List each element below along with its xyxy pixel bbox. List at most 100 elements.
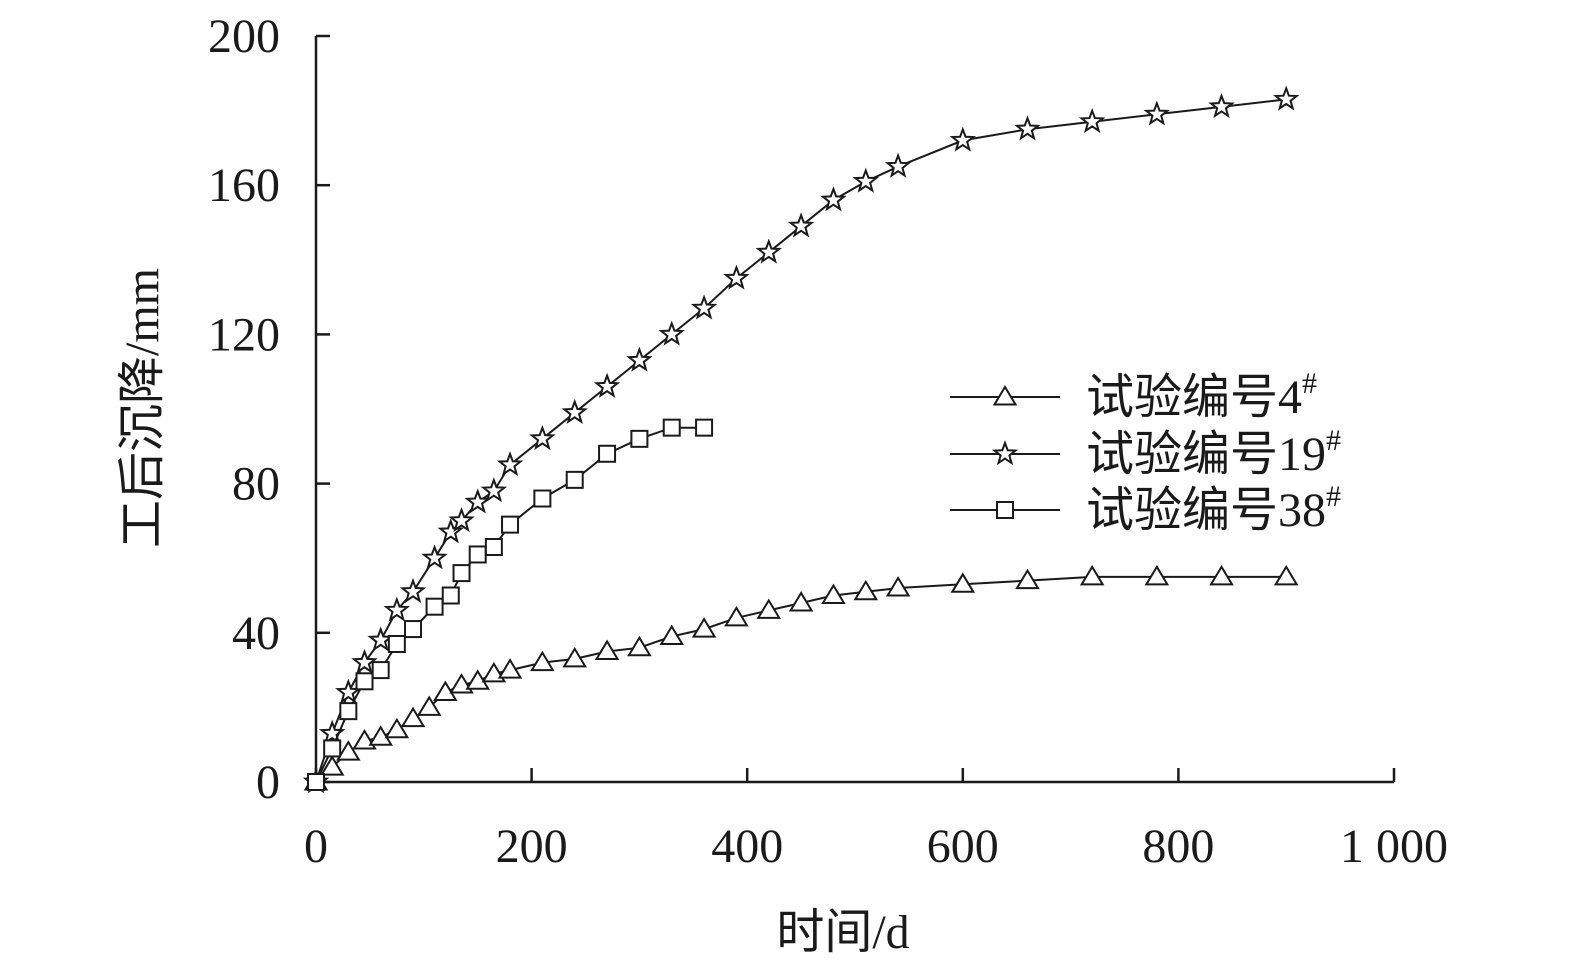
series-38-point [630, 429, 649, 448]
legend-label: 试验编号19# [1086, 424, 1341, 481]
series-19-point [529, 424, 556, 451]
series-38-point [339, 702, 358, 721]
series-4-point [627, 635, 652, 657]
series-19-point [480, 477, 508, 503]
series-4-point [756, 598, 782, 619]
series-4-point [530, 650, 555, 672]
series-19-point [399, 577, 427, 603]
series-38-point [468, 545, 487, 564]
y-tick-label: 40 [232, 607, 280, 660]
series-38 [307, 418, 714, 791]
series-38-point [533, 489, 552, 508]
series-19-point [351, 648, 378, 674]
legend-label: 试验编号4# [1086, 367, 1317, 424]
series-38-point [425, 597, 444, 616]
axes: 0 200 400 600 800 1 000 0 40 80 120 160 200 [208, 10, 1448, 873]
legend-label-superscript: # [1302, 367, 1317, 400]
legend-label: 试验编号38# [1086, 480, 1341, 537]
series-4-point [416, 695, 442, 716]
series-4-point [1209, 564, 1234, 586]
series-19-point [593, 372, 621, 398]
series-4-point [336, 740, 361, 761]
series-38-point [565, 470, 584, 489]
series-19 [302, 85, 1300, 794]
series-38-point [355, 672, 374, 691]
series-38-point [501, 515, 520, 534]
legend-label-superscript: # [1326, 480, 1341, 513]
series-4-point [1273, 564, 1299, 586]
series-19-point [1143, 100, 1171, 126]
series-4-point [1079, 564, 1105, 586]
series-4-point [724, 605, 749, 627]
y-tick-label: 80 [232, 458, 280, 511]
x-tick-label: 200 [496, 820, 568, 873]
x-tick-label: 0 [304, 820, 328, 873]
series-4-point [788, 591, 814, 612]
series-4-point [562, 646, 587, 668]
y-tick-label: 200 [208, 10, 280, 63]
series-19-point [1273, 85, 1300, 111]
series-38-point [404, 620, 423, 639]
x-tick-label: 800 [1142, 820, 1214, 873]
series-4 [303, 564, 1299, 791]
series-4-point [1015, 568, 1040, 590]
x-tick-label: 600 [927, 820, 999, 873]
series-19-point [658, 320, 685, 346]
y-tick-label: 0 [256, 756, 280, 809]
series-19-point [1208, 92, 1235, 119]
series-19-point [464, 488, 491, 514]
series-4-point [950, 572, 976, 593]
series-19-point [383, 596, 411, 622]
legend-label-superscript: # [1326, 424, 1341, 457]
series-4-point [853, 579, 879, 601]
series-19-point [421, 544, 448, 570]
y-tick-label: 160 [208, 159, 280, 212]
series-19-point [755, 238, 782, 264]
legend-label-text: 试验编号38 [1086, 484, 1326, 537]
series-layer [302, 85, 1300, 794]
series-19-point [448, 507, 475, 533]
series-4-point [433, 680, 458, 701]
series-4-point [691, 617, 717, 638]
x-axis-label: 时间/d [776, 906, 909, 959]
series-38-point [371, 661, 390, 680]
y-axis-label: 工后沉降/mm [116, 268, 169, 548]
legend-marker [992, 385, 1018, 406]
series-19-point [626, 346, 653, 372]
series-19-point [1014, 115, 1041, 141]
series-4-point [400, 706, 426, 728]
series-4-point [319, 755, 345, 776]
series-4-point [368, 725, 393, 746]
series-19-point [820, 186, 847, 212]
series-19-point [1078, 107, 1106, 134]
legend-item-series-38: 试验编号38# [950, 480, 1341, 537]
legend-label-text: 试验编号19 [1086, 428, 1326, 481]
x-tick-label: 400 [711, 820, 783, 873]
series-38-point [662, 418, 681, 437]
legend-marker [996, 501, 1014, 519]
series-19-point [787, 212, 815, 238]
series-19-point [884, 152, 912, 178]
legend-label-text: 试验编号4 [1086, 371, 1302, 424]
series-4-point [821, 583, 846, 604]
x-tick-label: 1 000 [1340, 820, 1448, 873]
series-38-point [695, 418, 714, 437]
series-38-point [387, 634, 406, 653]
series-38-point [441, 586, 460, 605]
series-19-point [723, 264, 750, 290]
series-19-point [496, 451, 524, 477]
series-19-point [561, 398, 588, 424]
series-38-point [452, 564, 471, 583]
series-19-point [949, 126, 976, 152]
series-4-point [497, 658, 523, 679]
series-38-point [598, 444, 617, 463]
y-tick-label: 120 [208, 308, 280, 361]
series-19-point [852, 167, 879, 193]
series-4-point [885, 576, 911, 597]
series-38-line [315, 426, 705, 783]
series-38-point [323, 739, 342, 758]
series-4-point [465, 669, 490, 690]
series-4-point [384, 717, 410, 739]
legend-item-series-4: 试验编号4# [950, 367, 1317, 424]
